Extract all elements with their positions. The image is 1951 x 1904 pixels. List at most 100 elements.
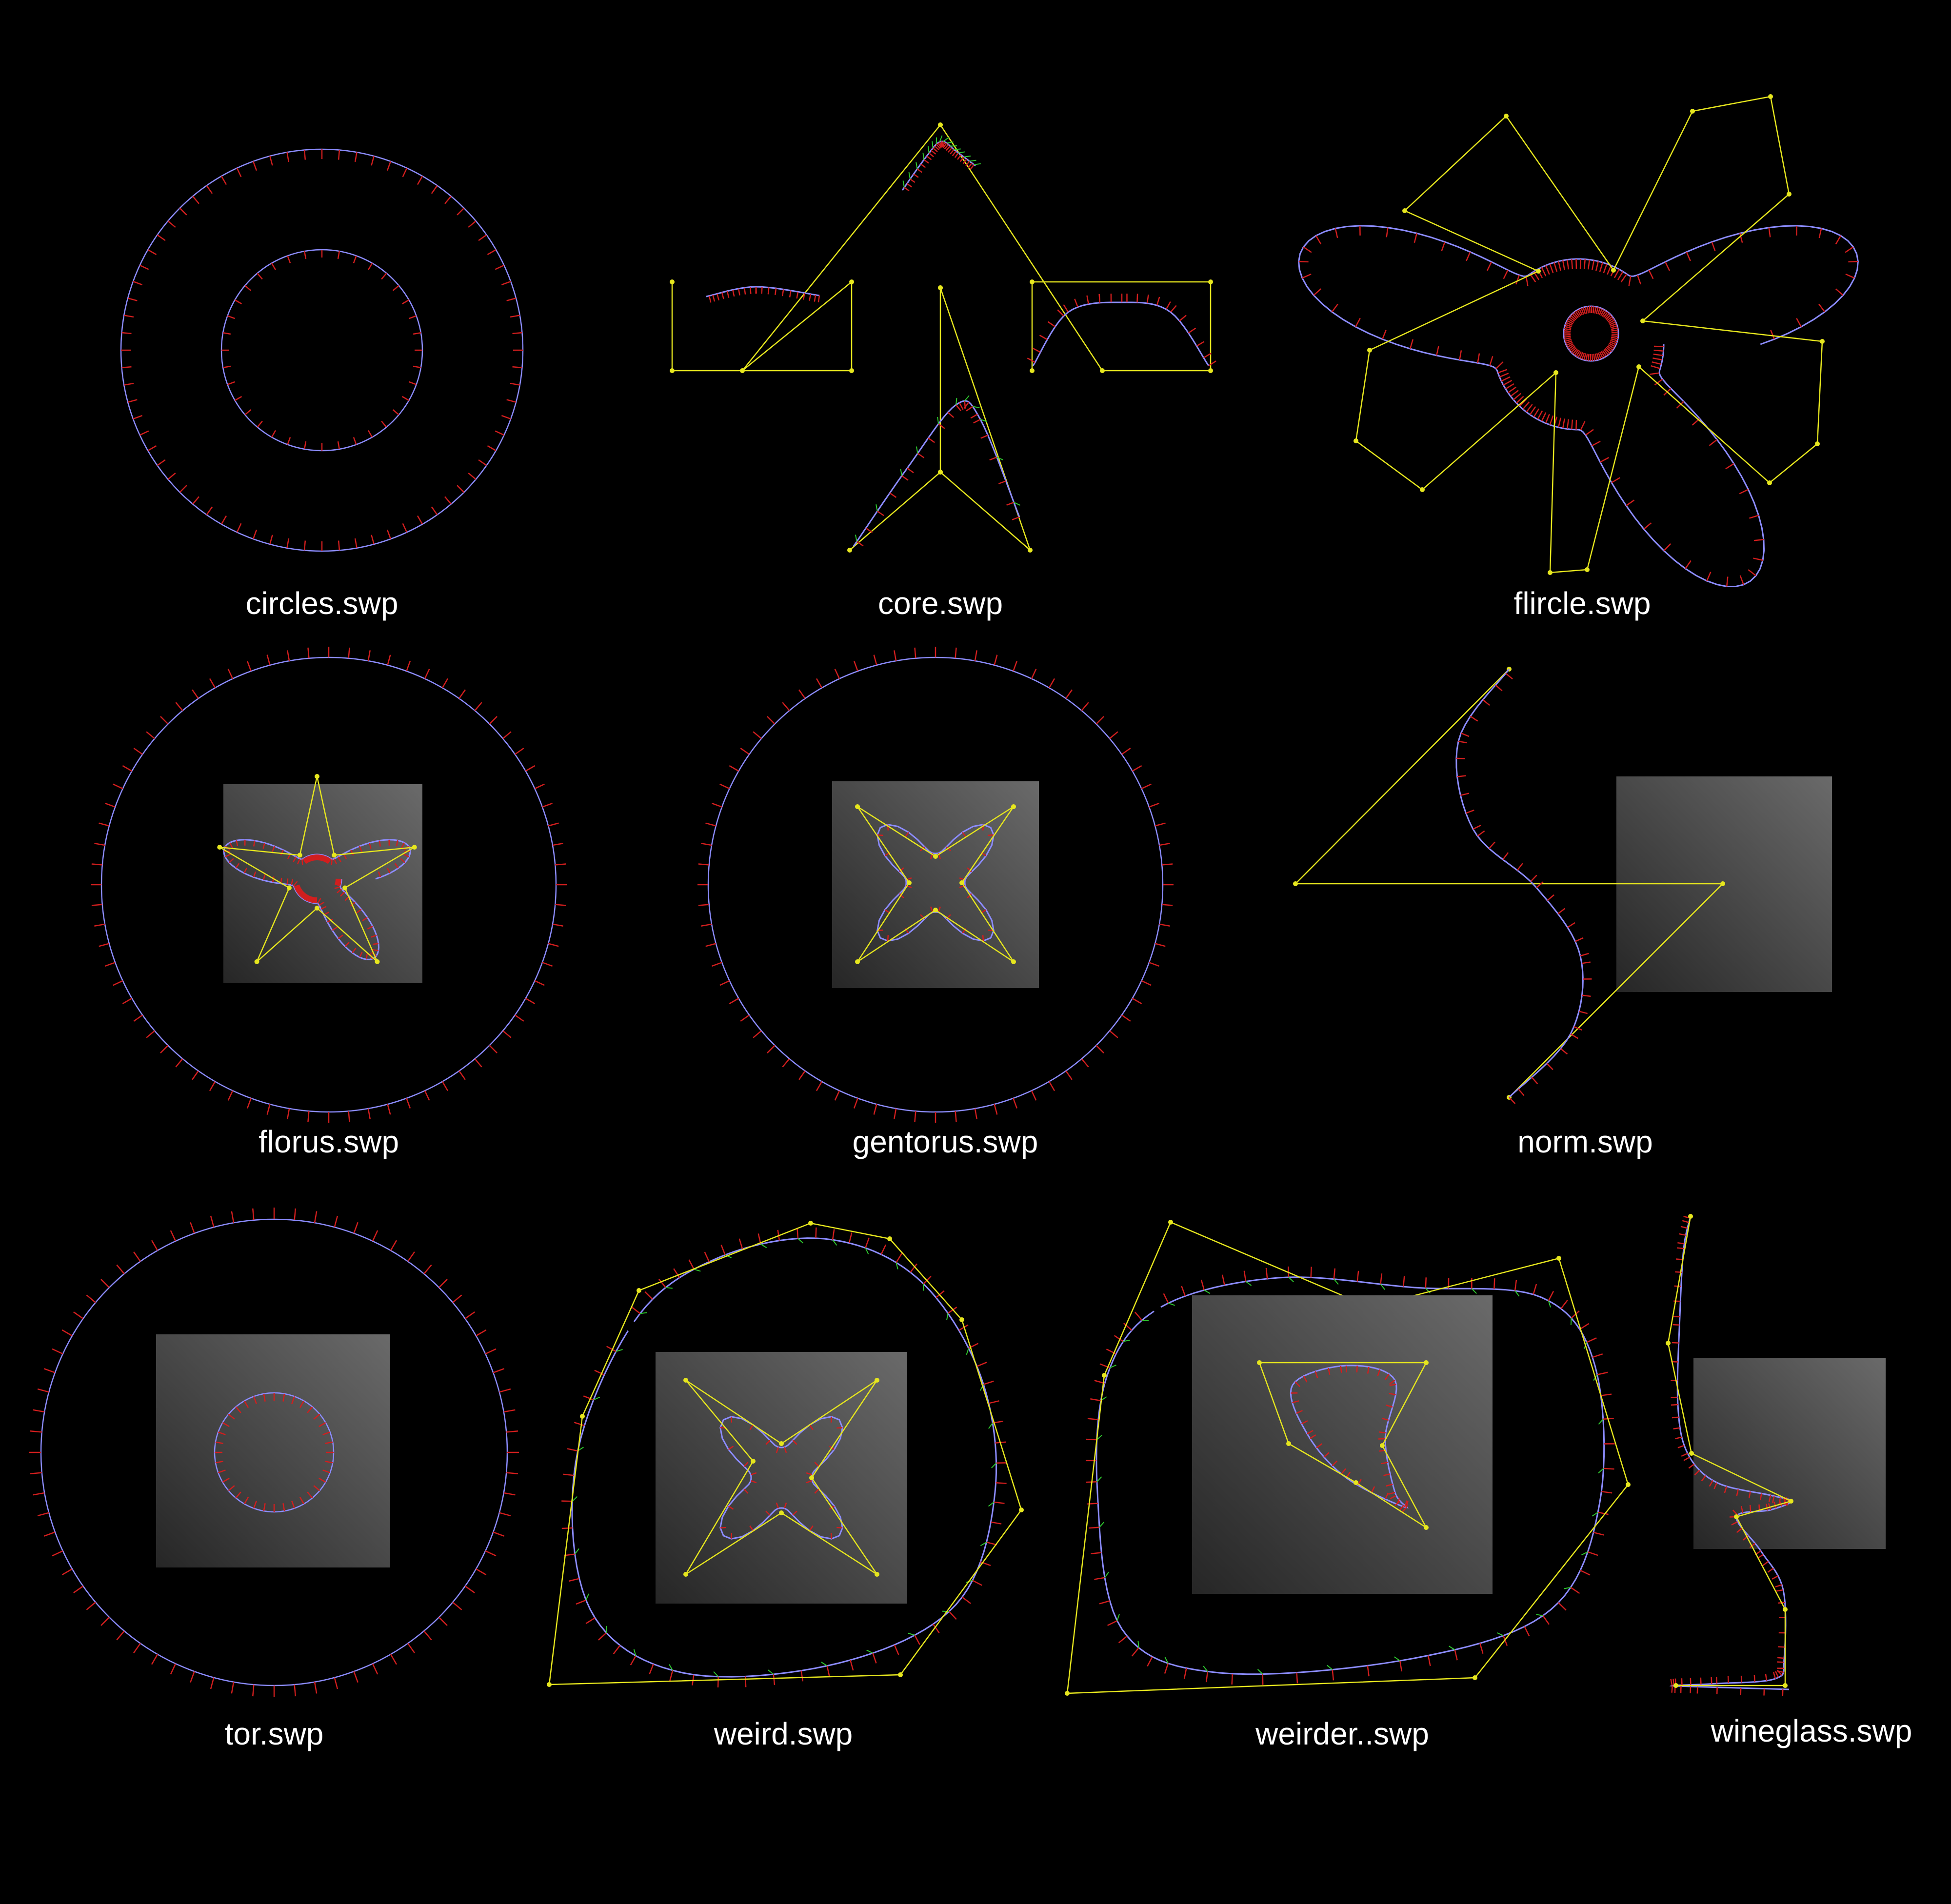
tangent-tick [1592, 1511, 1598, 1517]
normal-tick [962, 832, 967, 838]
normal-tick [1583, 259, 1586, 269]
normal-tick [1570, 315, 1576, 320]
normal-tick [1243, 1270, 1247, 1282]
normal-tick [783, 1502, 787, 1508]
control-point [254, 959, 259, 964]
normal-tick [1595, 307, 1599, 314]
normal-tick [1595, 261, 1599, 271]
normal-tick [1553, 262, 1558, 272]
normal-tick [314, 1211, 318, 1223]
control-point [683, 1378, 688, 1383]
normal-tick [1601, 310, 1607, 317]
normal-tick [1514, 1280, 1517, 1291]
normal-tick [1371, 1486, 1375, 1493]
normal-tick [542, 802, 553, 808]
thumbnail-wineglass[interactable] [1666, 1214, 1886, 1696]
normal-tick [244, 285, 252, 291]
normal-tick [1301, 1420, 1308, 1425]
normal-tick [499, 1512, 511, 1517]
normal-tick [1332, 1460, 1338, 1467]
tangent-tick [760, 1244, 767, 1249]
normal-tick [487, 445, 497, 452]
thumbnail-gentorus[interactable] [697, 647, 1174, 1123]
normal-tick [1456, 757, 1465, 759]
tangent-tick [908, 172, 911, 179]
normal-tick [740, 748, 750, 755]
normal-tick [282, 1503, 285, 1511]
normal-tick [806, 1480, 812, 1484]
normal-tick [1591, 354, 1593, 361]
normal-tick [1772, 1496, 1775, 1503]
tangent-tick [640, 1312, 647, 1314]
normal-tick [209, 1081, 216, 1091]
normal-tick [738, 1238, 743, 1250]
normal-tick [303, 857, 308, 864]
thumbnail-circles[interactable] [120, 148, 524, 552]
normal-tick [980, 435, 988, 439]
normal-tick [1074, 298, 1078, 308]
normal-tick [1377, 1369, 1381, 1376]
normal-tick [1413, 233, 1417, 243]
normal-tick [1587, 306, 1589, 314]
thumbnail-weirder[interactable] [1065, 1220, 1631, 1696]
normal-tick [354, 152, 358, 162]
normal-tick [1564, 336, 1571, 338]
normal-tick [1776, 1589, 1784, 1592]
normal-tick [630, 1655, 637, 1666]
normal-tick [121, 332, 132, 335]
normal-tick [116, 1630, 125, 1641]
normal-tick [312, 897, 315, 903]
normal-tick [1333, 1268, 1336, 1279]
control-point [809, 1475, 814, 1480]
label-flircle: flircle.swp [1513, 586, 1651, 621]
normal-tick [957, 154, 962, 160]
normal-tick [381, 273, 387, 280]
normal-tick [1605, 314, 1612, 320]
normal-tick [1604, 313, 1610, 319]
thumbnail-tor[interactable] [29, 1208, 519, 1697]
normal-tick [299, 891, 304, 896]
normal-tick [293, 881, 298, 887]
thumbnail-flircle[interactable] [1298, 94, 1859, 588]
control-point [1168, 1220, 1173, 1225]
normal-tick [1454, 1649, 1458, 1661]
normal-tick [1580, 952, 1589, 957]
normal-tick [371, 156, 375, 166]
normal-tick [1736, 1489, 1739, 1496]
normal-tick [767, 287, 770, 295]
normal-tick [406, 661, 411, 672]
normal-tick [1389, 1379, 1395, 1385]
normal-tick [1694, 1469, 1700, 1476]
normal-tick [302, 893, 307, 899]
normal-tick [1609, 342, 1615, 347]
normal-tick [1565, 340, 1573, 344]
normal-tick [493, 1368, 505, 1373]
normal-tick [296, 888, 302, 892]
tangent-tick [943, 137, 949, 142]
normal-tick [1065, 689, 1073, 699]
normal-tick [1303, 246, 1312, 253]
normal-tick [1524, 1626, 1530, 1637]
normal-tick [947, 147, 953, 153]
normal-tick [1123, 1323, 1133, 1331]
normal-tick [73, 1586, 84, 1593]
normal-tick [800, 1670, 804, 1682]
normal-tick [1548, 1290, 1554, 1301]
normal-tick [1294, 1381, 1301, 1388]
normal-tick [1777, 1661, 1784, 1663]
control-point [1286, 1441, 1291, 1446]
normal-tick [914, 1635, 920, 1645]
thumbnail-core[interactable] [670, 122, 1216, 553]
tangent-tick [1425, 1288, 1431, 1294]
normal-tick [489, 1045, 498, 1053]
normal-tick [190, 1222, 195, 1234]
thumbnail-norm[interactable] [1293, 667, 1832, 1104]
normal-tick [1541, 267, 1547, 277]
normal-tick [749, 1525, 754, 1531]
normal-tick [1302, 273, 1312, 279]
normal-tick [335, 879, 341, 882]
thumbnail-weird[interactable] [547, 1221, 1024, 1687]
thumbnail-florus[interactable] [91, 647, 567, 1123]
normal-tick [190, 1671, 195, 1683]
normal-tick [378, 840, 381, 847]
